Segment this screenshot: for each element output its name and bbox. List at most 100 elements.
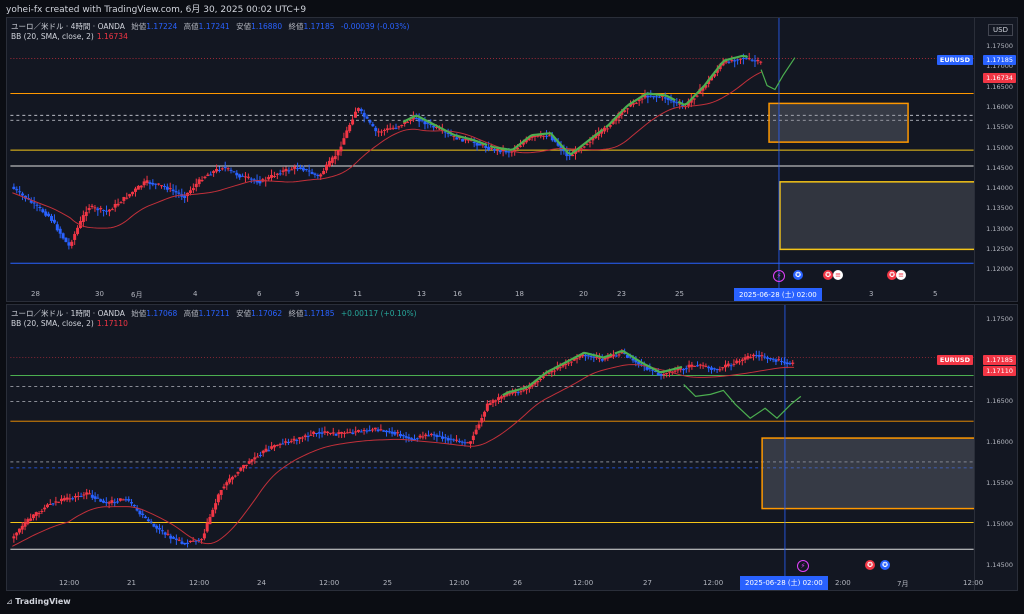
candle-body <box>672 100 676 103</box>
price-plot-4h[interactable] <box>7 18 977 301</box>
candle-body <box>567 362 571 364</box>
candle-body <box>62 498 66 501</box>
candle-body <box>399 434 402 437</box>
chart-pane-1h[interactable]: ユーロ／米ドル · 1時間 · OANDA 始値1.17068 高値1.1721… <box>6 304 1018 591</box>
candle-body <box>782 361 786 363</box>
candle-body <box>695 365 699 367</box>
candle-body <box>452 439 456 441</box>
price-tick-label: 1.12500 <box>986 245 1013 253</box>
projection-line <box>760 57 796 91</box>
candle-body <box>449 438 453 440</box>
candle-body <box>110 500 114 503</box>
lightning-icon[interactable]: ⚡ <box>797 560 809 572</box>
candle-body <box>40 510 44 512</box>
candle-body <box>354 431 358 433</box>
candle-body <box>119 202 123 204</box>
candle-body <box>131 191 135 195</box>
candle-body <box>743 357 747 360</box>
candle-body <box>267 450 271 452</box>
candle-body <box>370 429 374 431</box>
candle-body <box>295 439 299 441</box>
tradingview-brand[interactable]: ⊿ TradingView <box>6 597 71 606</box>
time-axis-1h[interactable]: 12:00 21 12:00 24 12:00 25 12:00 26 12:00 27 12:00… <box>7 577 983 590</box>
candle-body <box>29 200 33 203</box>
time-tick-label: 12:00 <box>449 579 470 587</box>
price-axis-1h[interactable]: 1.175001.170001.165001.160001.155001.150… <box>974 305 1017 590</box>
candle-body <box>107 502 111 504</box>
candle-body <box>463 442 467 444</box>
low-value: 1.16880 <box>251 22 283 31</box>
candle-body <box>93 207 97 209</box>
candle-body <box>427 435 431 437</box>
candle-body <box>401 435 405 437</box>
us-event-icon[interactable]: ✪ <box>865 560 875 570</box>
chart-pane-4h[interactable]: ユーロ／米ドル · 4時間 · OANDA 始値1.17224 高値1.1724… <box>6 17 1018 302</box>
candle-body <box>510 151 514 153</box>
candle-body <box>542 135 546 137</box>
candle-body <box>763 356 767 358</box>
candle-body <box>408 119 412 121</box>
candle-body <box>144 516 148 519</box>
candle-body <box>608 124 612 127</box>
candle-body <box>233 475 237 477</box>
time-tick-label: 25 <box>675 290 684 298</box>
bb-indicator-label[interactable]: BB (20, SMA, close, 2) <box>11 319 94 328</box>
candle-body <box>162 185 166 187</box>
price-axis-4h[interactable]: USD 1.17500 1.17000 1.16500 1.16000 1.15500 1… <box>974 18 1017 301</box>
candle-body <box>397 126 401 128</box>
candle-body <box>320 432 324 434</box>
time-tick-label: 6月 <box>131 291 143 299</box>
candle-body <box>23 522 27 527</box>
candle-body <box>513 150 517 152</box>
lightning-icon[interactable]: ⚡ <box>773 270 785 282</box>
time-tick-label: 12:00 <box>963 579 984 587</box>
candle-body <box>662 374 666 376</box>
candle-body <box>194 183 198 188</box>
open-value: 1.17068 <box>146 309 178 318</box>
us-flag-icon-2[interactable]: ≡ <box>896 270 906 280</box>
candle-body <box>704 365 708 367</box>
price-tick-label: 1.12000 <box>986 265 1013 274</box>
legend-4h: ユーロ／米ドル · 4時間 · OANDA 始値1.17224 高値1.1724… <box>11 22 409 42</box>
us-event-icon[interactable]: ✪ <box>823 270 833 280</box>
eu-flag-icon[interactable]: ✪ <box>880 560 890 570</box>
candle-body <box>96 497 100 499</box>
candle-body <box>149 521 153 523</box>
candle-body <box>435 126 439 128</box>
candle-body <box>258 180 262 184</box>
currency-button[interactable]: USD <box>988 24 1013 36</box>
bb-basis-line <box>12 71 763 229</box>
candle-body <box>396 432 400 434</box>
price-tag: 1.17185 <box>983 55 1016 65</box>
candle-body <box>373 427 377 430</box>
candle-body <box>15 189 19 191</box>
trend-highlight <box>502 351 613 397</box>
time-axis-4h[interactable]: 28 30 6月 4 6 9 11 13 16 18 20 23 25 3 5 <box>7 288 977 301</box>
candle-body <box>623 110 627 112</box>
time-tick-label: 12:00 <box>573 579 594 587</box>
candle-body <box>634 102 638 104</box>
candle-body <box>413 438 416 440</box>
candle-body <box>212 171 216 174</box>
bb-tag: 1.17110 <box>983 366 1016 376</box>
time-tick-label: 30 <box>95 290 104 298</box>
candle-body <box>132 504 136 507</box>
candle-body <box>331 432 335 434</box>
candle-body <box>296 168 300 170</box>
price-tick-label: 1.15500 <box>986 479 1013 487</box>
us-flag-icon[interactable]: ≡ <box>833 270 843 280</box>
candle-body <box>284 168 288 172</box>
bb-indicator-label[interactable]: BB (20, SMA, close, 2) <box>11 32 94 41</box>
candle-body <box>721 61 725 66</box>
price-plot-1h[interactable] <box>7 305 977 590</box>
candle-body <box>460 441 464 443</box>
price-tick-label: 1.16500 <box>986 397 1013 405</box>
time-tick-label: 12:00 <box>319 579 340 587</box>
eu-flag-icon[interactable]: ✪ <box>793 270 803 280</box>
candle-body <box>539 134 543 137</box>
candle-body <box>345 432 349 434</box>
candle-body <box>477 424 481 429</box>
us-event-icon-2[interactable]: ✪ <box>887 270 897 280</box>
low-label: 安値 <box>236 22 252 31</box>
candle-body <box>424 434 428 437</box>
